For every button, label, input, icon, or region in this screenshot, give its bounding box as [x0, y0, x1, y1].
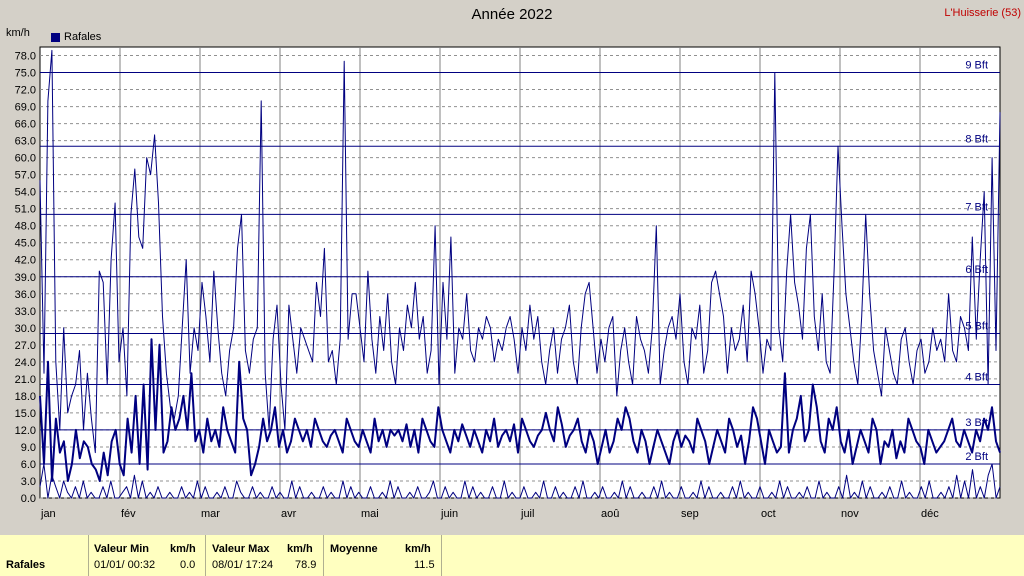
footer-separator: [323, 535, 324, 576]
series-line-daily-max: [39, 49, 1001, 454]
footer-separator: [88, 535, 89, 576]
x-tick-label: mai: [361, 508, 379, 520]
plot-svg: 0.0 3.0 6.0 9.0 12.0 15.0 18.0 21.0 24.0 27.0 30.0…: [15, 46, 1001, 520]
y-tick-label: 54.0: [15, 187, 36, 199]
y-axis-unit: km/h: [6, 27, 30, 39]
y-tick-label: 33.0: [15, 306, 36, 318]
x-tick-label: aoû: [601, 508, 619, 520]
x-tick-label: sep: [681, 508, 699, 520]
min-label: Valeur Min: [94, 543, 150, 555]
beaufort-label: 7 Bft: [965, 201, 988, 213]
x-tick-label: oct: [761, 508, 776, 520]
chart-title: Année 2022: [471, 6, 553, 23]
avg-value: 11.5: [414, 559, 435, 571]
beaufort-label: 8 Bft: [965, 133, 988, 145]
x-tick-label: nov: [841, 508, 859, 520]
max-date: 08/01/ 17:24: [212, 559, 274, 571]
station-name: L'Huisserie (53): [944, 7, 1021, 19]
y-tick-label: 0.0: [21, 493, 36, 505]
y-tick-label: 45.0: [15, 238, 36, 250]
x-tick-label: mar: [201, 508, 220, 520]
beaufort-label: 6 Bft: [965, 264, 988, 276]
legend-label: Rafales: [64, 31, 102, 43]
series-line-daily-min: [39, 463, 1001, 499]
y-tick-label: 78.0: [15, 51, 36, 63]
max-unit: km/h: [287, 543, 313, 555]
min-date: 01/01/ 00:32: [94, 559, 156, 571]
max-value: 78.9: [295, 559, 317, 571]
legend-swatch: [51, 32, 60, 42]
min-unit: km/h: [170, 543, 196, 555]
y-tick-label: 63.0: [15, 136, 36, 148]
legend: Rafales: [51, 31, 101, 43]
y-tick-label: 9.0: [21, 442, 36, 454]
y-tick-label: 24.0: [15, 357, 36, 369]
stats-footer: Rafales Valeur Min km/h 01/01/ 00:32 0.0…: [0, 535, 1024, 576]
series-line-daily-mean: [39, 338, 1001, 482]
beaufort-label: 4 Bft: [965, 372, 988, 384]
x-tick-label: déc: [921, 508, 939, 520]
footer-separator: [205, 535, 206, 576]
footer-row-label: Rafales: [6, 559, 46, 571]
y-tick-label: 15.0: [15, 408, 36, 420]
avg-unit: km/h: [405, 543, 431, 555]
y-tick-label: 27.0: [15, 340, 36, 352]
y-tick-label: 69.0: [15, 102, 36, 114]
y-tick-label: 72.0: [15, 85, 36, 97]
chart-area: Année 2022 L'Huisserie (53) km/h Rafales…: [6, 6, 1021, 520]
y-tick-label: 42.0: [15, 255, 36, 267]
beaufort-label: 9 Bft: [965, 60, 988, 72]
y-tick-label: 57.0: [15, 170, 36, 182]
avg-label: Moyenne: [330, 543, 378, 555]
x-tick-label: jan: [40, 508, 56, 520]
y-tick-label: 39.0: [15, 272, 36, 284]
beaufort-label: 2 Bft: [965, 451, 988, 463]
y-tick-label: 6.0: [21, 459, 36, 471]
y-tick-label: 60.0: [15, 153, 36, 165]
y-tick-label: 3.0: [21, 476, 36, 488]
x-tick-label: juil: [520, 508, 534, 520]
y-tick-label: 30.0: [15, 323, 36, 335]
max-label: Valeur Max: [212, 543, 270, 555]
y-tick-label: 36.0: [15, 289, 36, 301]
y-tick-label: 75.0: [15, 68, 36, 80]
footer-separator: [441, 535, 442, 576]
x-tick-label: juin: [440, 508, 458, 520]
y-tick-label: 18.0: [15, 391, 36, 403]
x-tick-label: avr: [281, 508, 297, 520]
y-tick-label: 51.0: [15, 204, 36, 216]
x-tick-label: fév: [121, 508, 136, 520]
y-tick-label: 12.0: [15, 425, 36, 437]
y-tick-label: 48.0: [15, 221, 36, 233]
y-tick-label: 66.0: [15, 119, 36, 131]
y-tick-label: 21.0: [15, 374, 36, 386]
min-value: 0.0: [180, 559, 196, 571]
